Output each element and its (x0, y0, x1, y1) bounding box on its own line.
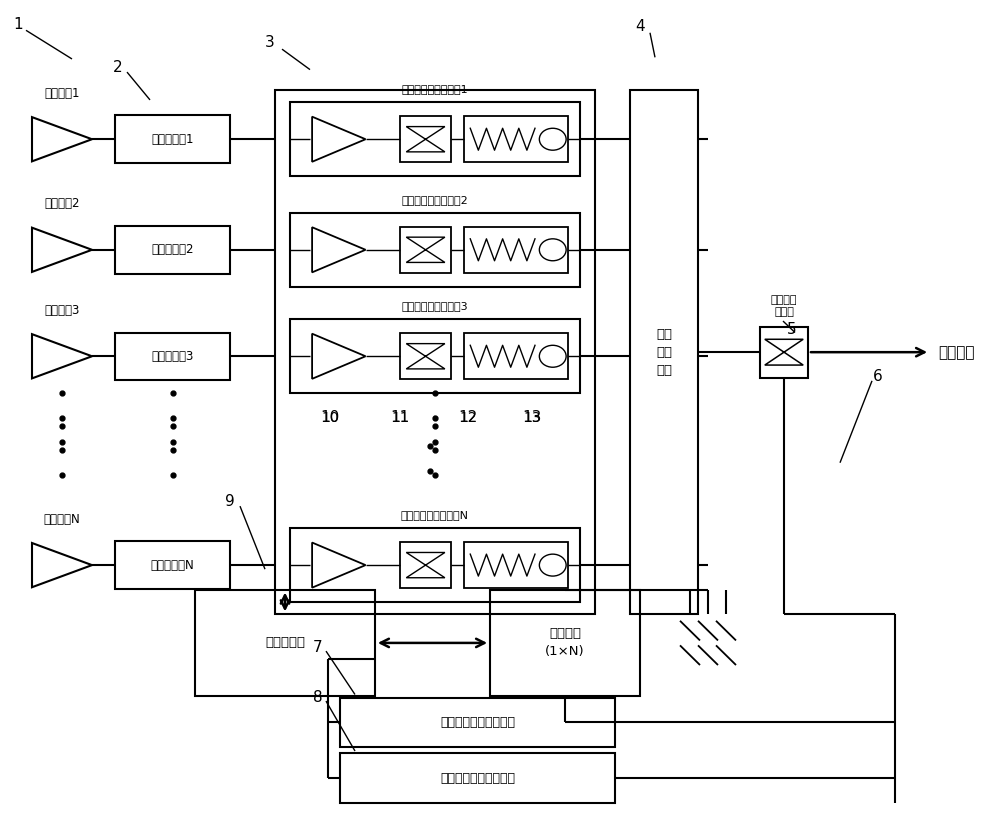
Bar (400, 542, 451, 588)
Bar (400, 116, 451, 162)
Text: 7: 7 (313, 640, 323, 654)
Text: 13: 13 (523, 410, 541, 425)
Text: 低噪声移相衰减组件2: 低噪声移相衰减组件2 (402, 195, 468, 205)
Text: ·: · (431, 409, 437, 427)
Bar (400, 333, 451, 379)
Text: 子波束干扰识别接收机: 子波束干扰识别接收机 (440, 716, 515, 729)
Bar (464, 542, 568, 588)
Text: 1: 1 (13, 17, 23, 32)
Bar (290, 528, 580, 602)
Text: 辐射单关1: 辐射单关1 (44, 87, 80, 100)
Text: 波束
合成
网络: 波束 合成 网络 (656, 328, 672, 377)
Bar (630, 90, 698, 614)
Text: 合波束干扰识别接收机: 合波束干扰识别接收机 (440, 771, 515, 785)
Text: 输入预选器N: 输入预选器N (151, 559, 194, 572)
Text: 输入预选器2: 输入预选器2 (151, 243, 194, 256)
Text: 6: 6 (873, 369, 883, 384)
Text: 辐射单关2: 辐射单关2 (44, 197, 80, 210)
Text: 低噪声移相衰减组件1: 低噪声移相衰减组件1 (402, 84, 468, 94)
Bar (464, 227, 568, 273)
Text: 辐射单关3: 辐射单关3 (44, 304, 80, 317)
Text: 10: 10 (320, 410, 340, 425)
Text: 辐射单元N: 辐射单元N (44, 513, 80, 526)
Bar (195, 590, 375, 696)
Text: 12: 12 (459, 410, 477, 425)
Text: 3: 3 (265, 35, 275, 50)
Bar (400, 227, 451, 273)
Text: 5: 5 (787, 322, 797, 337)
Text: 12: 12 (458, 410, 478, 425)
Bar (340, 698, 615, 747)
Bar (490, 590, 640, 696)
Text: 调零控制器: 调零控制器 (265, 636, 305, 649)
Text: 4: 4 (635, 19, 645, 34)
Text: 输入预选器1: 输入预选器1 (151, 133, 194, 146)
Text: 11: 11 (391, 410, 409, 425)
Text: 2: 2 (113, 60, 123, 75)
Bar (464, 333, 568, 379)
Bar (290, 102, 580, 176)
Text: 低噪声移相衰减组件N: 低噪声移相衰减组件N (401, 510, 469, 520)
Text: 低噪声移相衰减组件3: 低噪声移相衰减组件3 (402, 301, 468, 311)
Bar (115, 333, 230, 380)
Text: 输入预选器3: 输入预选器3 (151, 350, 194, 363)
Text: 开关矩阵
(1×N): 开关矩阵 (1×N) (545, 627, 585, 658)
Bar (290, 213, 580, 287)
Bar (290, 319, 580, 393)
Bar (760, 327, 808, 378)
Text: 11: 11 (390, 410, 410, 425)
Text: 合成波束
耦合器: 合成波束 耦合器 (771, 295, 797, 317)
Bar (275, 90, 595, 614)
Bar (340, 753, 615, 803)
Text: 9: 9 (225, 494, 235, 509)
Bar (115, 226, 230, 274)
Text: 13: 13 (522, 410, 542, 425)
Text: 合成信号: 合成信号 (938, 345, 974, 360)
Bar (115, 541, 230, 589)
Text: 8: 8 (313, 690, 323, 705)
Bar (464, 116, 568, 162)
Text: 10: 10 (321, 410, 339, 425)
Bar (115, 115, 230, 163)
